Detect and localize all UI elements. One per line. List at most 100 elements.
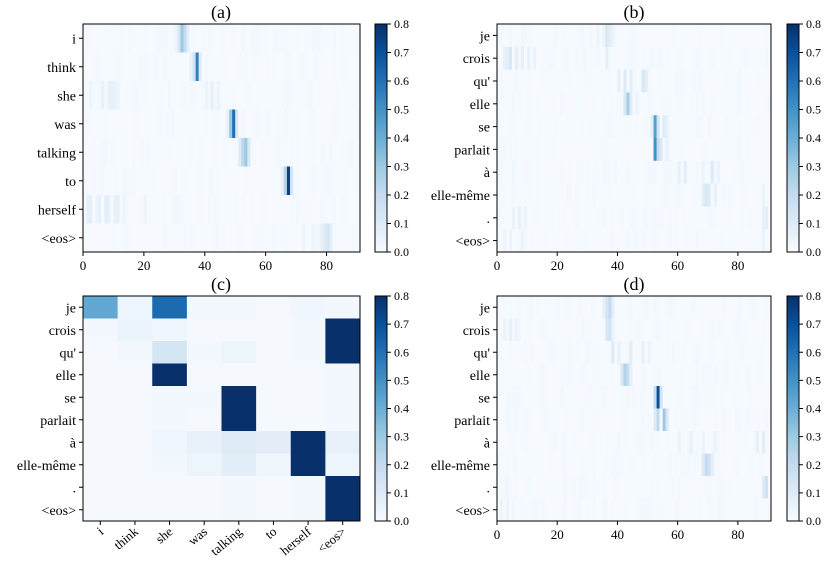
heatmap-cell	[515, 296, 519, 319]
heatmap-cell	[767, 318, 772, 342]
heatmap-cell	[668, 453, 672, 477]
heatmap-cell	[740, 296, 745, 319]
heatmap-cell	[500, 138, 504, 162]
heatmap-cell	[581, 69, 585, 93]
heatmap-cell	[665, 498, 669, 522]
heatmap-cell	[764, 431, 769, 454]
heatmap-cell	[536, 24, 540, 48]
heatmap-cell	[656, 24, 660, 48]
heatmap-cell	[638, 138, 642, 162]
heatmap-cell	[590, 363, 594, 387]
heatmap-cell	[152, 408, 188, 432]
heatmap-cell	[186, 24, 190, 53]
heatmap-cell	[332, 24, 336, 53]
heatmap-cell	[758, 453, 763, 477]
heatmap-cell	[253, 223, 257, 253]
heatmap-cell	[241, 223, 245, 253]
heatmap-cell	[521, 183, 525, 207]
panel-title: (a)	[211, 2, 231, 23]
colorbar-tick-label: 0.6	[806, 74, 821, 88]
heatmap-cell	[572, 341, 576, 364]
heatmap-cell	[560, 296, 564, 319]
heatmap-cell	[530, 318, 534, 342]
heatmap-cell	[638, 386, 642, 409]
heatmap-cell	[650, 363, 654, 387]
heatmap-cell	[632, 476, 636, 499]
heatmap-cell	[159, 109, 163, 139]
heatmap-cell	[764, 386, 769, 409]
heatmap-cell	[668, 115, 672, 139]
heatmap-cell	[614, 476, 618, 499]
heatmap-cell	[286, 138, 291, 167]
heatmap-cell	[755, 318, 760, 342]
heatmap-cell	[341, 166, 346, 196]
heatmap-cell	[599, 183, 603, 207]
heatmap-cell	[554, 408, 558, 432]
heatmap-cell	[320, 223, 324, 253]
heatmap-cell	[599, 318, 603, 342]
heatmap-cell	[533, 69, 537, 93]
heatmap-cell	[578, 138, 582, 162]
heatmap-cell	[92, 109, 96, 139]
heatmap-cell	[635, 92, 639, 116]
heatmap-cell	[680, 318, 684, 342]
heatmap-cell	[677, 138, 681, 162]
heatmap-cell	[761, 408, 766, 432]
heatmap-cell	[620, 341, 624, 364]
heatmap-cell	[195, 138, 199, 167]
heatmap-cell	[289, 109, 294, 139]
heatmap-cell	[743, 408, 748, 432]
heatmap-cell	[734, 115, 739, 139]
heatmap-cell	[512, 46, 516, 70]
heatmap-cell	[229, 195, 233, 224]
heatmap-cell	[560, 408, 564, 432]
heatmap-cell	[626, 363, 630, 387]
heatmap-cell	[509, 431, 513, 454]
heatmap-cell	[632, 92, 636, 116]
heatmap-cell	[575, 318, 579, 342]
heatmap-cell	[92, 138, 96, 167]
heatmap-cell	[725, 341, 730, 364]
heatmap-cell	[638, 46, 642, 70]
heatmap-cell	[719, 386, 724, 409]
heatmap-cell	[707, 92, 712, 116]
heatmap-cell	[725, 386, 730, 409]
heatmap-cell	[683, 476, 687, 499]
heatmap-cell	[98, 166, 102, 196]
heatmap-cell	[578, 46, 582, 70]
heatmap-cell	[356, 223, 361, 253]
heatmap-cell	[731, 318, 736, 342]
heatmap-cell	[674, 431, 678, 454]
heatmap-cell	[104, 223, 108, 253]
heatmap-cell	[168, 109, 172, 139]
heatmap-cell	[665, 318, 669, 342]
heatmap-cell	[641, 69, 645, 93]
heatmap-cell	[256, 223, 260, 253]
heatmap-cell	[650, 296, 654, 319]
colorbar-tick-label: 0.4	[394, 131, 409, 145]
heatmap-cell	[515, 341, 519, 364]
heatmap-cell	[302, 52, 306, 82]
heatmap-cell	[692, 476, 697, 499]
heatmap-cell	[608, 229, 612, 253]
heatmap-cell	[530, 69, 534, 93]
heatmap-cell	[518, 183, 522, 207]
heatmap-cell	[165, 195, 169, 224]
heatmap-cell	[569, 341, 573, 364]
heatmap-cell	[536, 341, 540, 364]
heatmap-cell	[680, 296, 684, 319]
heatmap-cell	[671, 92, 675, 116]
heatmap-cell	[101, 166, 105, 196]
heatmap-cell	[752, 431, 757, 454]
heatmap-cell	[548, 160, 552, 184]
heatmap-cell	[701, 69, 706, 93]
heatmap-cell	[210, 223, 215, 253]
heatmap-cell	[92, 52, 96, 82]
heatmap-cell	[262, 52, 266, 82]
heatmap-cell	[548, 92, 552, 116]
heatmap-cell	[653, 92, 657, 116]
heatmap-cell	[638, 341, 642, 364]
heatmap-cell	[545, 408, 549, 432]
heatmap-cell	[716, 453, 721, 477]
heatmap-cell	[710, 46, 715, 70]
